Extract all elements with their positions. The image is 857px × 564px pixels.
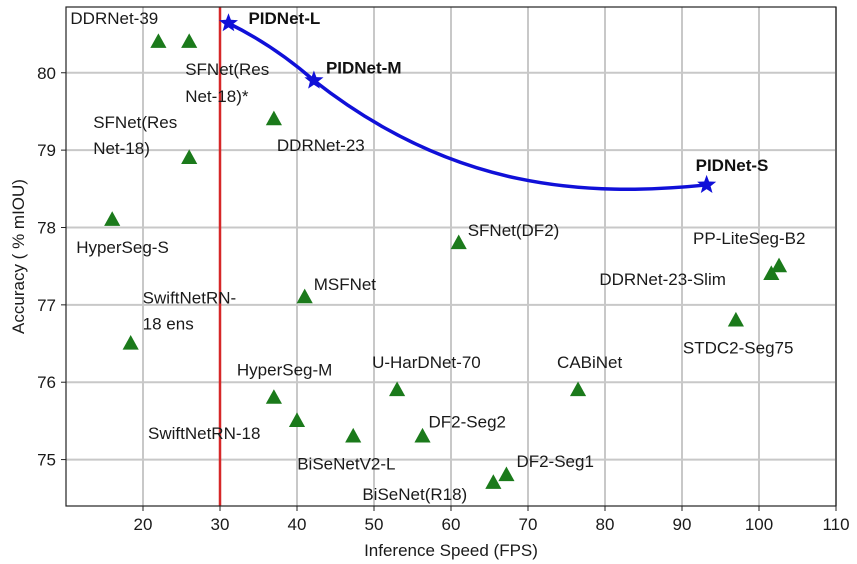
label-line: 18 ens bbox=[143, 315, 194, 334]
x-tick-label: 100 bbox=[745, 515, 773, 534]
grid bbox=[66, 7, 837, 506]
triangle-marker-hyperseg-m bbox=[265, 389, 282, 404]
label-hyperseg-m: HyperSeg-M bbox=[237, 361, 332, 380]
plot-frame bbox=[65, 6, 837, 507]
pidnet-curve-group bbox=[227, 21, 707, 191]
label-pidnet-s: PIDNet-S bbox=[696, 156, 769, 175]
label-sfnet-df2: SFNet(DF2) bbox=[468, 221, 560, 240]
label-u-hardnet-70: U-HarDNet-70 bbox=[372, 353, 481, 372]
label-ddrnet-23-slim: DDRNet-23-Slim bbox=[599, 270, 726, 289]
label-stdc2-seg75: STDC2-Seg75 bbox=[683, 338, 794, 357]
triangle-marker-bisenet-r18 bbox=[485, 474, 502, 489]
label-ddrnet-23: DDRNet-23 bbox=[277, 136, 365, 155]
triangle-marker-ddrnet-23 bbox=[265, 110, 282, 126]
x-tick-label: 30 bbox=[211, 515, 230, 534]
label-msfnet: MSFNet bbox=[314, 275, 377, 294]
x-tick-label: 90 bbox=[673, 515, 692, 534]
label-hyperseg-s: HyperSeg-S bbox=[76, 238, 169, 257]
y-tick-label: 75 bbox=[37, 451, 56, 470]
label-df2-seg1: DF2-Seg1 bbox=[516, 452, 593, 471]
triangle-marker-swiftnetrn-18 bbox=[288, 412, 306, 428]
triangle-marker-bisenetv2-l bbox=[345, 427, 362, 443]
label-pidnet-m: PIDNet-M bbox=[326, 58, 402, 77]
y-tick-label: 80 bbox=[37, 64, 56, 83]
triangle-marker-sfnet-res-net-18 bbox=[181, 33, 198, 48]
label-line: Net-18) bbox=[93, 139, 150, 158]
label-line: SFNet(Res bbox=[93, 113, 177, 132]
triangle-marker-df2-seg1 bbox=[498, 466, 515, 482]
label-line: Net-18)* bbox=[185, 87, 249, 106]
triangle-marker-sfnet-res-net-18 bbox=[181, 149, 198, 164]
y-tick-label: 78 bbox=[37, 218, 56, 237]
triangle-marker-sfnet-df2 bbox=[450, 234, 467, 250]
triangle-marker-stdc2-seg75 bbox=[727, 311, 744, 327]
x-tick-label: 80 bbox=[596, 515, 615, 534]
x-tick-label: 40 bbox=[288, 515, 307, 534]
star-marker-pidnet-m bbox=[304, 70, 324, 89]
y-tick-label: 79 bbox=[37, 141, 56, 160]
triangle-marker-ddrnet-39 bbox=[150, 33, 167, 48]
label-swiftnetrn-18: SwiftNetRN-18 bbox=[148, 424, 260, 443]
pidnet-curve bbox=[227, 21, 707, 191]
triangle-marker-u-hardnet-70 bbox=[389, 381, 406, 397]
x-tick-label: 70 bbox=[519, 515, 538, 534]
triangle-marker-swiftnetrn-18-ens bbox=[122, 335, 139, 350]
label-pidnet-l: PIDNet-L bbox=[248, 9, 320, 28]
x-tick-label: 20 bbox=[134, 515, 153, 534]
label-sfnet-res-net-18: SFNet(Res Net-18)* bbox=[185, 60, 269, 106]
label-line: SFNet(Res bbox=[185, 60, 269, 79]
label-pp-liteseg-b2: PP-LiteSeg-B2 bbox=[693, 229, 805, 248]
star-marker-pidnet-l bbox=[219, 13, 238, 32]
label-bisenet-r18: BiSeNet(R18) bbox=[362, 485, 467, 504]
y-axis-title: Accuracy ( % mIOU) bbox=[9, 179, 28, 334]
triangle-marker-pp-liteseg-b2 bbox=[770, 257, 788, 273]
label-line: SwiftNetRN- bbox=[143, 289, 237, 308]
y-tick-label: 77 bbox=[37, 296, 56, 315]
label-cabinet: CABiNet bbox=[557, 353, 622, 372]
label-df2-seg2: DF2-Seg2 bbox=[429, 412, 506, 431]
x-axis-title: Inference Speed (FPS) bbox=[364, 541, 538, 560]
markers bbox=[104, 13, 788, 489]
star-marker-pidnet-s bbox=[697, 174, 717, 193]
x-tick-label: 110 bbox=[822, 515, 849, 534]
x-tick-label: 50 bbox=[365, 515, 384, 534]
triangle-marker-df2-seg2 bbox=[414, 427, 431, 443]
y-tick-label: 76 bbox=[37, 373, 56, 392]
label-sfnet-res-net-18: SFNet(Res Net-18) bbox=[93, 113, 177, 158]
triangle-marker-ddrnet-23-slim bbox=[763, 265, 780, 281]
label-bisenetv2-l: BiSeNetV2-L bbox=[297, 454, 395, 473]
point-labels: DDRNet-39 SFNet(Res Net-18)* DDRNet-23 SFNet… bbox=[70, 9, 805, 504]
triangle-marker-msfnet bbox=[296, 288, 313, 304]
triangle-marker-cabinet bbox=[569, 381, 587, 397]
label-swiftnetrn-18-ens: SwiftNetRN- 18 ens bbox=[143, 289, 237, 334]
tick-labels: 20 30 40 50 60 70 80 90 100 110 75 76 77 78 79 80 bbox=[37, 64, 849, 534]
x-tick-label: 60 bbox=[442, 515, 461, 534]
triangle-marker-hyperseg-s bbox=[104, 211, 121, 226]
label-ddrnet-39: DDRNet-39 bbox=[70, 9, 158, 28]
